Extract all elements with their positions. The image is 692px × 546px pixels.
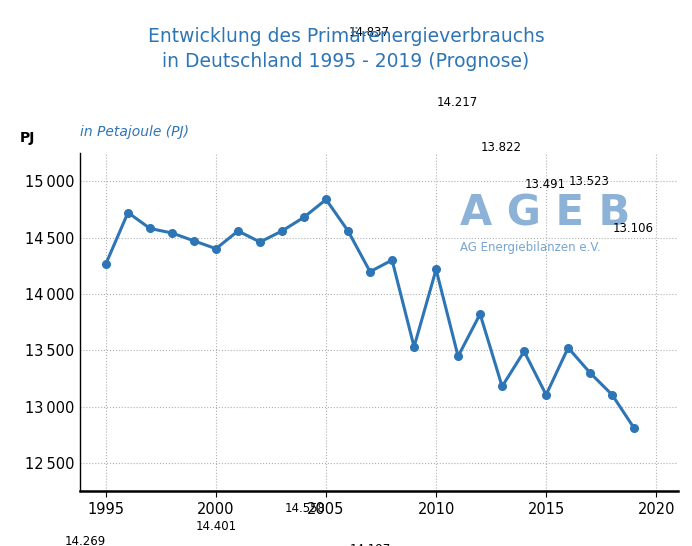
Text: 14.558: 14.558 bbox=[284, 502, 325, 515]
Text: 13.491: 13.491 bbox=[525, 178, 565, 191]
Text: in Petajoule (PJ): in Petajoule (PJ) bbox=[80, 125, 189, 139]
Text: Entwicklung des Primärenergieverbrauchs
in Deutschland 1995 - 2019 (Prognose): Entwicklung des Primärenergieverbrauchs … bbox=[147, 27, 545, 70]
Text: 14.217: 14.217 bbox=[436, 96, 477, 109]
Text: 14.837: 14.837 bbox=[348, 26, 389, 39]
Text: 14.197: 14.197 bbox=[349, 543, 390, 546]
Text: 14.269: 14.269 bbox=[64, 535, 106, 546]
Text: 13.822: 13.822 bbox=[480, 141, 521, 154]
Text: A G E B: A G E B bbox=[459, 193, 630, 235]
Text: PJ: PJ bbox=[20, 130, 35, 145]
Text: 14.401: 14.401 bbox=[195, 520, 237, 533]
Text: 13.523: 13.523 bbox=[568, 175, 609, 188]
Text: 13.106: 13.106 bbox=[612, 222, 653, 235]
Text: AG Energiebilanzen e.V.: AG Energiebilanzen e.V. bbox=[459, 241, 600, 254]
